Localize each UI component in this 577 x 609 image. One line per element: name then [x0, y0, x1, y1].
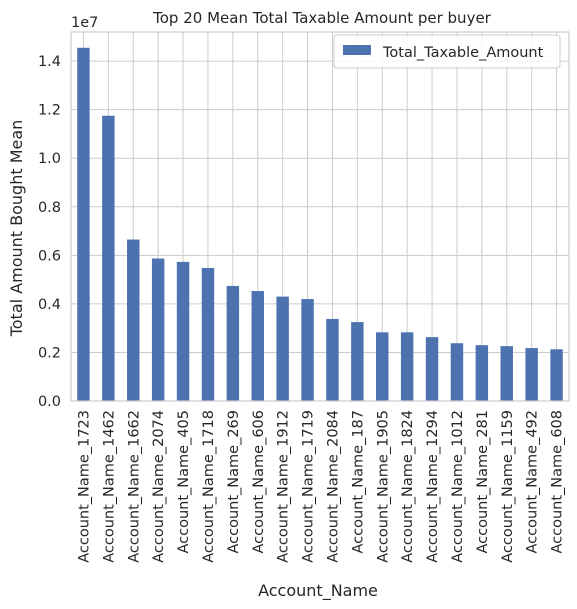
bar: [550, 349, 563, 401]
bar: [127, 239, 140, 401]
x-tick-label: Account_Name_1294: [425, 410, 441, 563]
bar: [151, 258, 165, 401]
chart-title: Top 20 Mean Total Taxable Amount per buy…: [152, 9, 492, 27]
x-tick-label: Account_Name_1462: [101, 410, 117, 563]
y-tick-label: 0.2: [38, 345, 61, 361]
bar: [77, 47, 90, 402]
x-axis-ticks: Account_Name_1723 Account_Name_1462 Accoun…: [76, 410, 565, 563]
x-axis-title: Account_Name: [258, 581, 378, 601]
y-tick-label: 0.8: [38, 200, 61, 216]
x-tick-label: Account_Name_281: [475, 410, 491, 554]
legend-label: Total_Taxable_Amount: [382, 45, 544, 61]
y-tick-label: 1.0: [38, 151, 61, 167]
x-tick-label: Account_Name_2074: [151, 410, 167, 563]
bar: [425, 337, 439, 401]
x-tick-label: Account_Name_1159: [500, 410, 516, 563]
bar: [326, 318, 339, 401]
x-tick-label: Account_Name_1719: [301, 410, 317, 563]
bar: [176, 261, 190, 401]
x-tick-label: Account_Name_1662: [126, 410, 142, 563]
bar: [450, 343, 464, 401]
bar: [400, 332, 414, 401]
bar: [226, 285, 240, 401]
bar: [201, 267, 215, 401]
x-tick-label: Account_Name_1012: [450, 410, 466, 563]
bar: [376, 332, 389, 401]
x-tick-label: Account_Name_492: [525, 410, 541, 554]
bar: [475, 345, 489, 401]
x-tick-label: Account_Name_608: [550, 410, 566, 554]
legend-box: [333, 34, 561, 69]
legend-swatch: [343, 45, 371, 55]
bar: [351, 322, 364, 401]
x-tick-label: Account_Name_606: [251, 410, 267, 554]
x-tick-label: Account_Name_1824: [400, 410, 416, 563]
bars: [77, 47, 563, 402]
x-tick-label: Account_Name_187: [350, 410, 366, 554]
x-tick-label: Account_Name_1718: [201, 410, 217, 563]
y-tick-label: 0.4: [38, 297, 61, 313]
y-tick-label: 0.0: [38, 394, 61, 410]
x-tick-label: Account_Name_1723: [76, 410, 92, 563]
x-tick-label: Account_Name_405: [176, 410, 192, 554]
plot-frame: [70, 31, 570, 402]
y-tick-label: 1.4: [38, 54, 61, 70]
bar: [102, 115, 115, 401]
y-axis-multiplier: 1e7: [71, 15, 98, 31]
bar: [276, 296, 289, 401]
x-tick-label: Account_Name_1905: [375, 410, 391, 563]
x-tick-label: Account_Name_2084: [325, 410, 341, 563]
bar: [301, 299, 314, 401]
y-axis-ticks: 0.0 0.2 0.4 0.6 0.8 1.0 1.2 1.4: [38, 54, 61, 410]
y-tick-label: 0.6: [38, 248, 61, 264]
bar: [525, 348, 538, 401]
bar: [500, 346, 513, 401]
grid-lines: [71, 32, 569, 402]
y-tick-label: 1.2: [38, 103, 61, 119]
legend: Total_Taxable_Amount: [333, 34, 561, 69]
bar: [251, 291, 264, 401]
y-axis-title: Total Amount Bought Mean: [7, 120, 26, 338]
x-tick-label: Account_Name_1912: [276, 410, 292, 563]
x-tick-label: Account_Name_269: [226, 410, 242, 554]
